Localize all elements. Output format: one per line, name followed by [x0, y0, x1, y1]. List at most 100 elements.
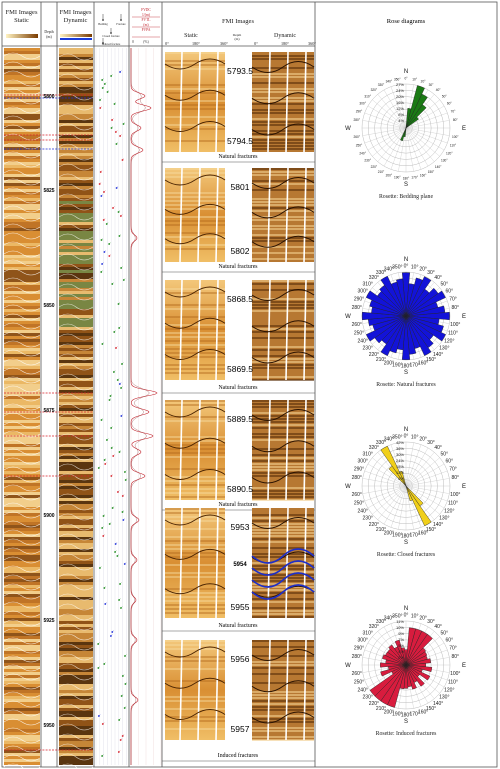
detail-caption: Natural fractures [218, 384, 258, 391]
static-log-band [4, 609, 40, 612]
detail-static-fracture [164, 317, 226, 329]
dip-tadpole [116, 378, 120, 381]
detail-static-band [165, 248, 225, 250]
static-log-band [4, 465, 40, 468]
rose-azimuth-label: 10° [411, 264, 419, 270]
dip-tadpole [114, 542, 118, 545]
rose-petal [394, 639, 407, 666]
rose-azimuth-label: 220° [369, 522, 379, 528]
rose-compass-s: S [404, 540, 408, 546]
rose-spoke [367, 485, 407, 509]
static-log-band [4, 123, 40, 126]
static-fracture-trace [3, 457, 41, 465]
dynamic-log-band [59, 432, 93, 435]
detail-static-fracture [164, 548, 226, 560]
rose-azimuth-label: 170° [410, 712, 420, 718]
dynamic-log-band [59, 222, 93, 225]
dynamic-log-band [59, 291, 93, 294]
static-log-band [4, 516, 40, 519]
detail-dynamic-band [252, 219, 314, 221]
rose-azimuth-label: 220° [371, 165, 378, 169]
dynamic-log-band [59, 348, 93, 351]
static-log-band [4, 375, 40, 378]
static-fracture-trace [3, 70, 41, 78]
static-log-band [4, 174, 40, 177]
dynamic-fracture-trace [58, 63, 94, 71]
dip-tadpole [120, 606, 123, 609]
detail-dynamic-band [252, 541, 314, 543]
dynamic-log-band [59, 57, 93, 60]
detail-static-pad-gap [215, 639, 219, 741]
dynamic-log-band [59, 696, 93, 699]
legend-bedding: Bedding [98, 14, 108, 26]
detail-dynamic-band [252, 463, 314, 465]
static-log-band [4, 639, 40, 642]
dynamic-fracture-trace [58, 493, 94, 501]
dynamic-fracture-trace [58, 533, 94, 541]
rose-petal [380, 315, 407, 356]
detail-dynamic-pad-gap [303, 51, 307, 153]
detail-dynamic-band [252, 328, 314, 330]
tadpole-tail [102, 78, 104, 81]
rose-azimuth-label: 150° [426, 527, 436, 533]
rose-compass-s: S [404, 719, 408, 725]
rose-azimuth-label: 60° [446, 459, 454, 465]
dynamic-log-band [59, 234, 93, 237]
detail-dynamic-band [252, 535, 314, 537]
log-headers: FMI Images Static Depth (m) FMI Images D… [6, 8, 160, 46]
dynamic-fracture-trace [58, 303, 94, 311]
static-fracture-trace [3, 106, 41, 114]
tadpole-tail [103, 514, 106, 517]
detail-static-band [165, 200, 225, 202]
detail-static-band [165, 444, 225, 446]
detail-dynamic-band [252, 610, 314, 612]
dynamic-log-band [59, 747, 93, 750]
static-log-band [4, 297, 40, 300]
static-fracture-trace [3, 241, 41, 249]
rose-spoke [362, 127, 407, 136]
dip-tadpole [98, 566, 102, 569]
static-log-band [4, 444, 40, 447]
static-fracture-trace [3, 583, 41, 591]
fmi-dynamic-title: FMI Images [60, 9, 92, 16]
detail-static-pad-gap [197, 639, 201, 741]
detail-static-pad-gap [179, 167, 183, 263]
detail-static-band [165, 528, 225, 530]
rose-azimuth-label: 240° [359, 152, 366, 156]
detail-dynamic-pad-gap [267, 167, 271, 263]
static-log-band [4, 99, 40, 102]
static-log-band [4, 393, 40, 396]
rose-azimuth-label: 230° [364, 159, 371, 163]
detail-static-band [165, 224, 225, 226]
static-log-band [4, 672, 40, 675]
svg-text:Bedding: Bedding [98, 23, 108, 26]
dynamic-log-band [59, 96, 93, 99]
dynamic-fracture-trace [58, 53, 94, 61]
dynamic-log-band [59, 618, 93, 621]
detail-dynamic-band [252, 460, 314, 462]
dip-tadpole [118, 234, 122, 237]
detail-dynamic-fracture [251, 711, 315, 724]
detail-depth-bottom: 5794.5 [227, 136, 253, 146]
dip-tadpole [120, 694, 124, 697]
detail-static-band [165, 372, 225, 374]
dynamic-log-band [59, 489, 93, 492]
dynamic-log-band [59, 276, 93, 279]
detail-dynamic-band [252, 183, 314, 185]
static-log-band [4, 213, 40, 216]
rose-spoke [405, 105, 445, 129]
detail-dynamic-band [252, 237, 314, 239]
static-log-band [4, 666, 40, 669]
dip-tadpole [110, 446, 114, 449]
detail-dynamic-band [252, 640, 314, 642]
dynamic-fracture-trace [58, 463, 94, 471]
static-log-band [4, 483, 40, 486]
detail-caption: Natural fractures [218, 622, 258, 629]
detail-dynamic-fracture [251, 471, 315, 484]
rose-petal [365, 290, 407, 317]
static-log-band [4, 255, 40, 258]
detail-dynamic-band [252, 682, 314, 684]
rose-azimuth-label: 210° [378, 170, 385, 174]
detail-static-band [165, 572, 225, 574]
dynamic-log-band [59, 213, 93, 216]
